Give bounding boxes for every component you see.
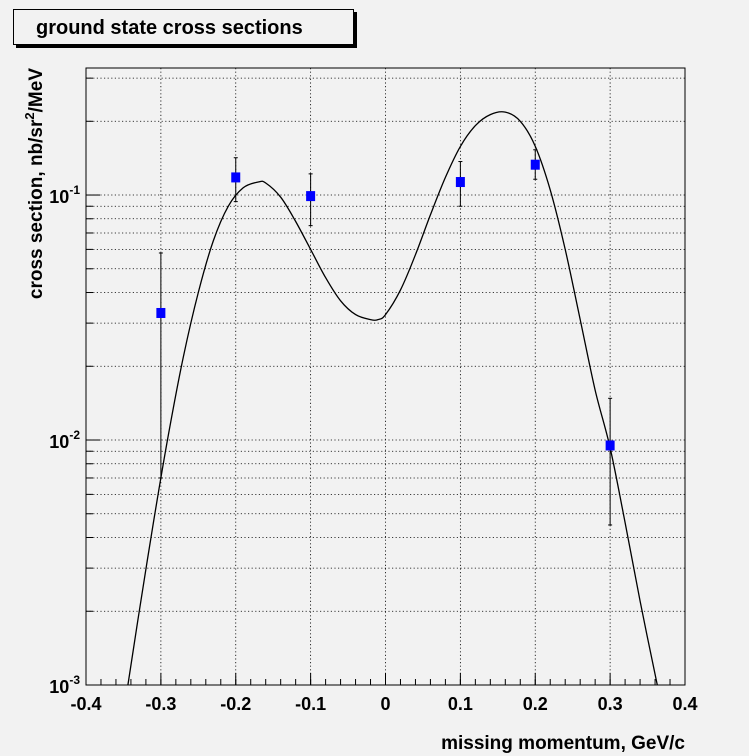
y-tick-label: 10-2: [49, 428, 80, 452]
x-tick-label: 0.1: [448, 694, 473, 714]
y-axis-label-main: cross section, nb/sr: [26, 119, 47, 299]
x-tick-label: 0.2: [523, 694, 548, 714]
x-tick-label: -0.1: [295, 694, 326, 714]
y-tick-label: 10-1: [49, 183, 80, 207]
data-point: [455, 177, 465, 188]
data-points: [156, 149, 615, 526]
y-axis-label: cross section, nb/sr2/MeV: [22, 68, 47, 299]
grid: [85, 68, 686, 686]
x-axis-label: missing momentum, GeV/c: [441, 733, 685, 754]
fit-curve: [127, 111, 658, 686]
y-tick-label: 10-3: [49, 673, 80, 697]
x-tick-labels: -0.4 -0.3 -0.2 -0.1 0 0.1 0.2 0.3 0.4: [70, 694, 697, 714]
data-point: [231, 172, 241, 183]
data-point: [306, 191, 316, 202]
y-tick-labels: 10-3 10-2 10-1: [49, 183, 80, 697]
axis-ticks: [85, 77, 686, 686]
plot-frame: [85, 67, 686, 686]
chart-title: ground state cross sections: [13, 9, 354, 45]
x-tick-label: -0.3: [145, 694, 176, 714]
x-tick-label: -0.2: [220, 694, 251, 714]
data-point: [530, 159, 540, 170]
y-axis-label-sup: 2: [22, 112, 37, 119]
data-point: [605, 440, 615, 451]
y-axis-label-tail: /MeV: [26, 68, 47, 113]
x-tick-label: -0.4: [70, 694, 101, 714]
x-tick-label: 0.4: [672, 694, 697, 714]
x-tick-label: 0: [380, 694, 390, 714]
data-point: [156, 307, 166, 318]
x-tick-label: 0.3: [598, 694, 623, 714]
